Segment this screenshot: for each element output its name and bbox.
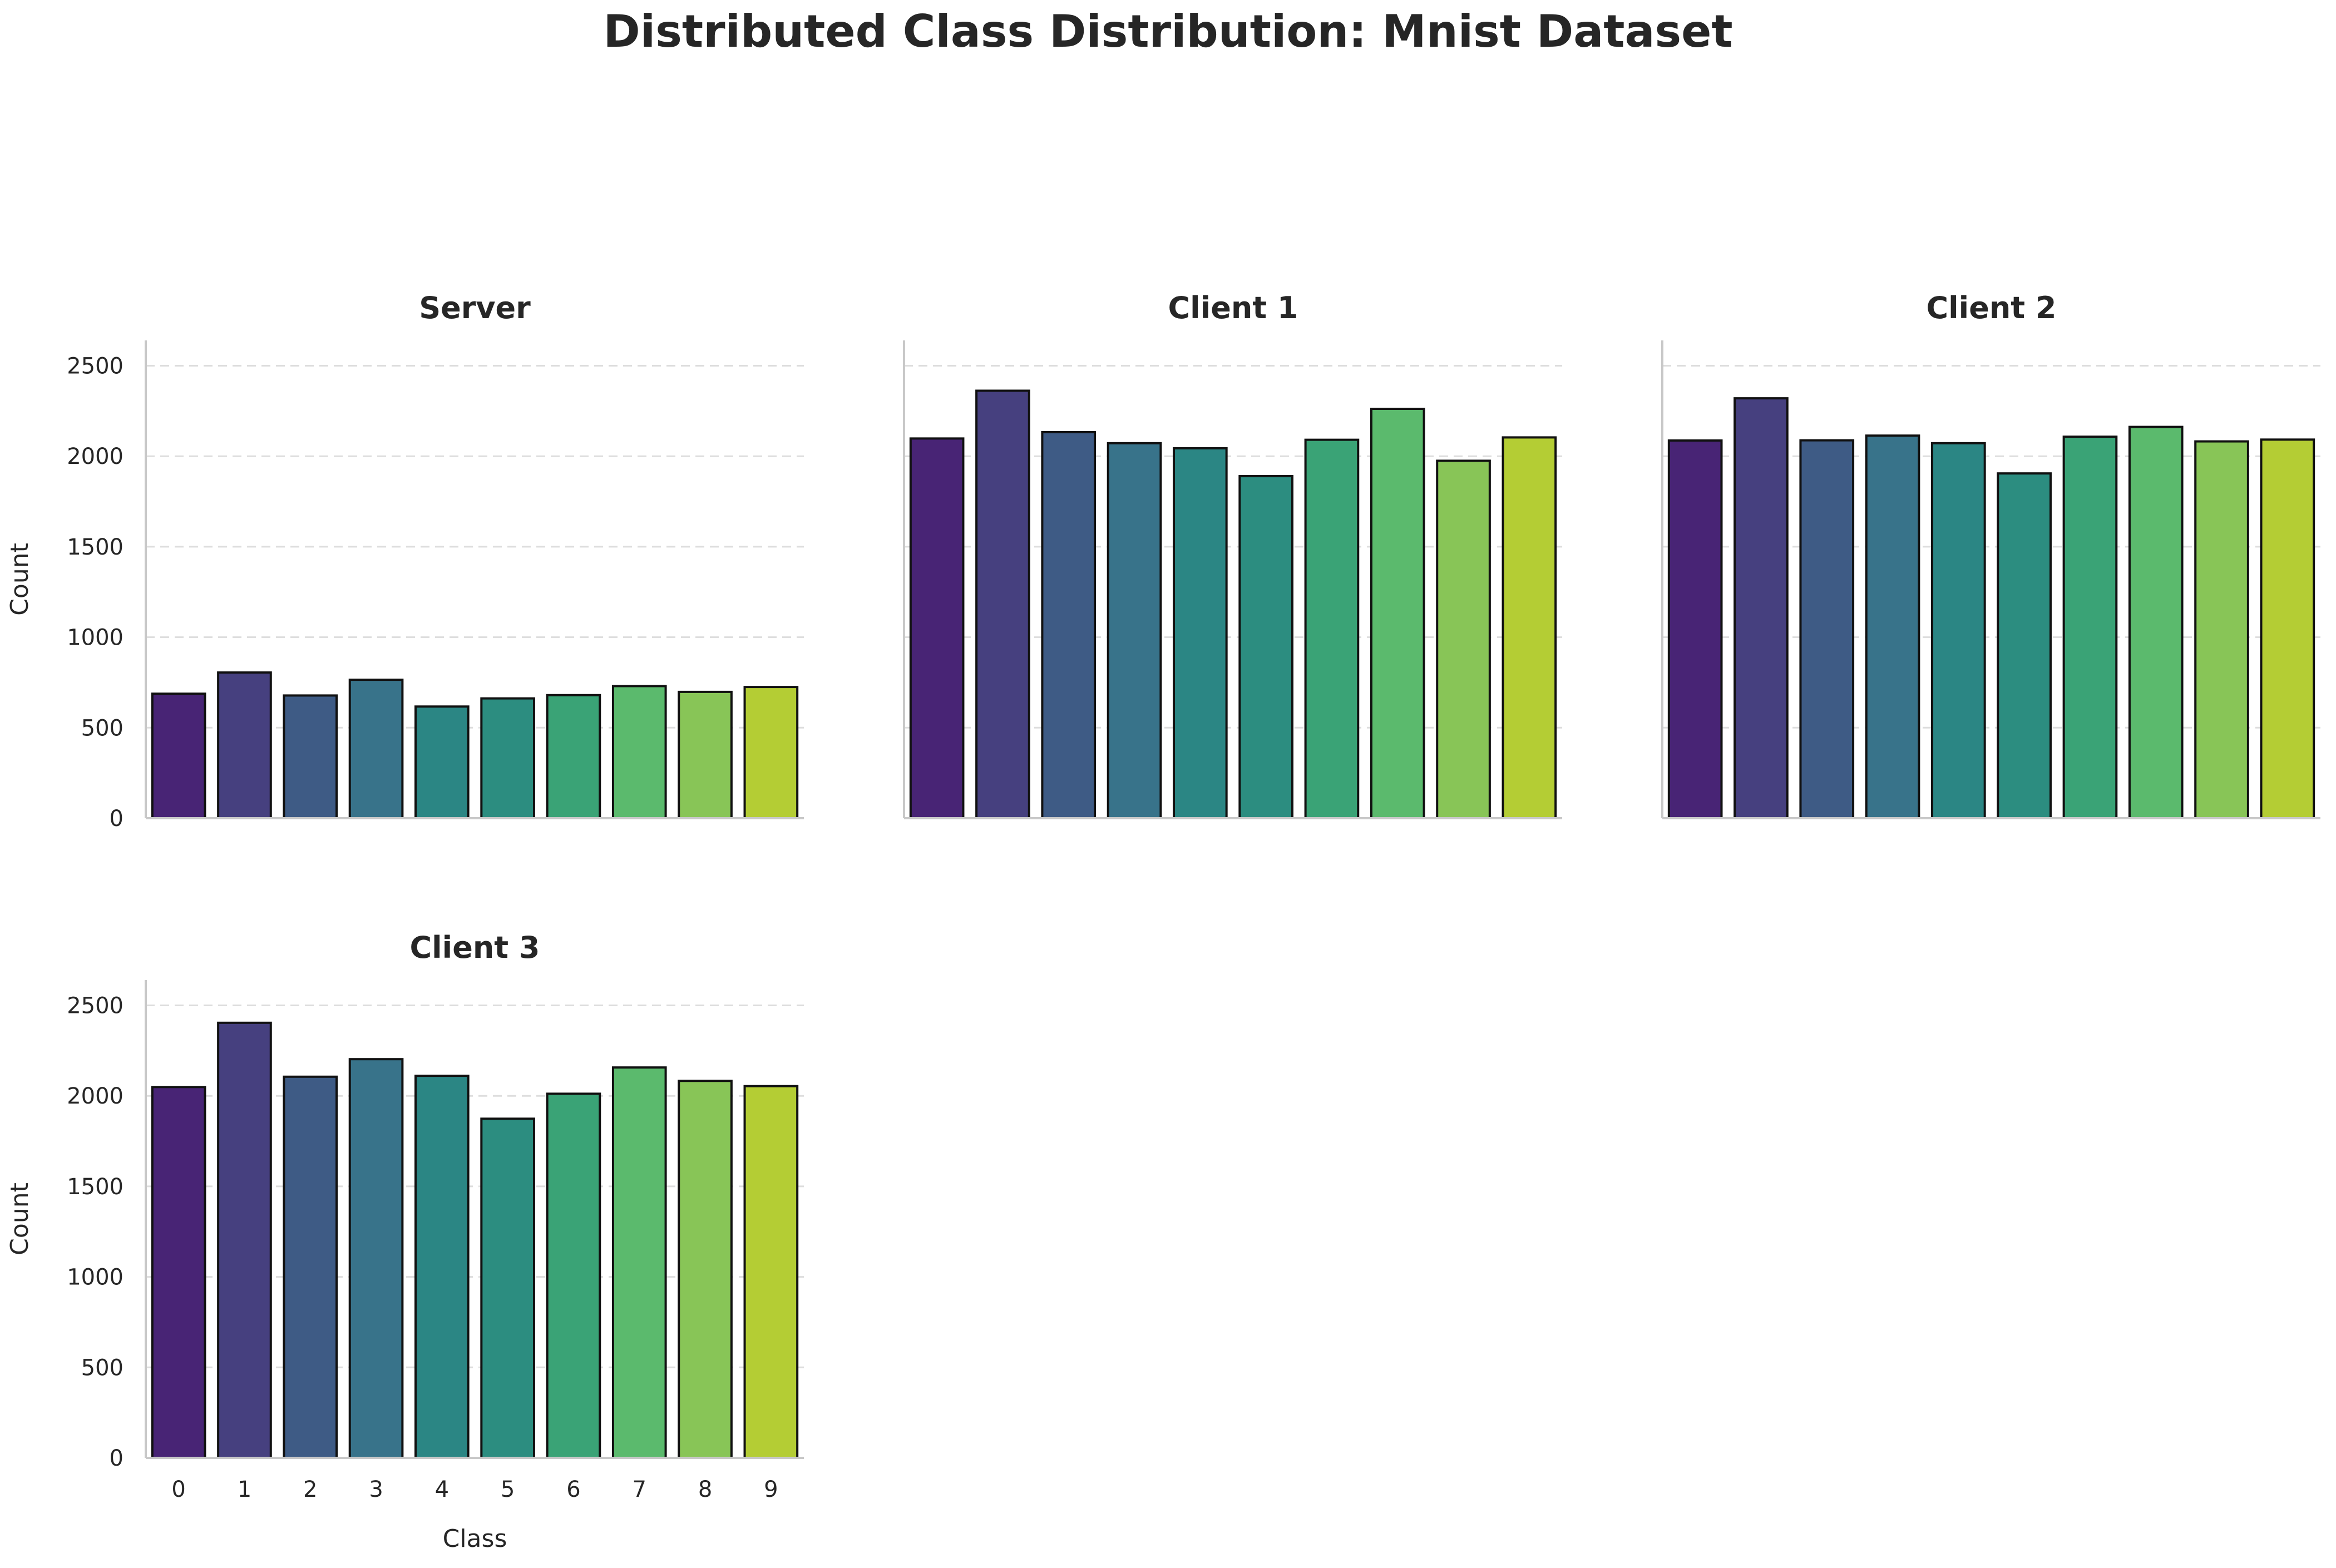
client-3-x-tick-label-7: 7: [633, 1477, 646, 1502]
client-1-bar-9: [1502, 436, 1557, 819]
client-3-bar-2: [283, 1075, 338, 1460]
client-2-panel-title: Client 2: [1927, 290, 2057, 325]
client-2-bar-1: [1734, 397, 1789, 819]
client-3-x-tick-label-2: 2: [303, 1477, 317, 1502]
client-3-x-tick-label-4: 4: [435, 1477, 449, 1502]
client-1-bar-0: [909, 437, 965, 819]
client-3-x-tick-label-5: 5: [501, 1477, 515, 1502]
client-2-bar-8: [2194, 440, 2249, 819]
server-panel-title: Server: [419, 290, 531, 325]
server-bar-2: [283, 694, 338, 819]
client-3-x-tick-label-3: 3: [369, 1477, 383, 1502]
client-3-bar-1: [217, 1021, 272, 1460]
server-y-tick-label-0: 0: [110, 806, 124, 832]
client-3-bar-0: [151, 1086, 206, 1459]
client-2-bar-7: [2128, 426, 2184, 819]
client-3-x-tick-label-8: 8: [698, 1477, 712, 1502]
client-3-y-tick-label-2000: 2000: [67, 1084, 124, 1109]
client-2-bar-6: [2062, 436, 2118, 819]
server-y-tick-label-2000: 2000: [67, 444, 124, 469]
chart-panel-server: Server 0 500 1000 1500 2000 2500 Count: [6, 290, 804, 832]
client-3-bar-3: [348, 1058, 404, 1459]
server-bar-3: [348, 679, 404, 819]
client-3-y-axis-label: Count: [6, 1183, 34, 1255]
client-1-bar-3: [1107, 442, 1162, 819]
server-bar-0: [151, 693, 206, 820]
server-y-axis-label: Count: [6, 543, 34, 616]
server-bar-4: [414, 705, 470, 820]
client-3-y-tick-label-0: 0: [110, 1446, 124, 1471]
client-1-panel-title: Client 1: [1168, 290, 1298, 325]
server-y-tick-label-500: 500: [81, 715, 124, 741]
client-3-x-tick-label-6: 6: [566, 1477, 580, 1502]
client-3-bar-4: [414, 1075, 470, 1459]
client-1-bar-2: [1041, 431, 1097, 819]
client-3-x-tick-label-1: 1: [238, 1477, 251, 1502]
client-1-bar-1: [975, 389, 1030, 819]
client-3-x-axis-label: Class: [443, 1525, 507, 1553]
client-1-bar-6: [1304, 438, 1360, 819]
client-3-y-tick-label-1000: 1000: [67, 1265, 124, 1290]
client-2-bar-0: [1667, 439, 1723, 819]
chart-panel-client-1: Client 1: [903, 290, 1562, 819]
client-2-bar-9: [2260, 438, 2315, 819]
client-3-bar-6: [546, 1092, 601, 1459]
chart-panel-client-2: Client 2: [1661, 290, 2320, 819]
client-3-bar-9: [743, 1085, 799, 1459]
server-bar-7: [611, 685, 667, 820]
client-1-bar-8: [1436, 459, 1491, 819]
client-3-bar-5: [480, 1117, 535, 1459]
client-3-y-tick-label-1500: 1500: [67, 1174, 124, 1200]
server-y-tick-label-1500: 1500: [67, 535, 124, 560]
client-3-x-tick-label-0: 0: [171, 1477, 185, 1502]
client-3-bar-7: [611, 1066, 667, 1459]
client-3-panel-title: Client 3: [410, 930, 540, 965]
client-1-bar-4: [1173, 447, 1228, 819]
client-1-bar-7: [1370, 407, 1425, 819]
client-2-bar-4: [1931, 442, 1986, 819]
server-bar-6: [546, 694, 601, 819]
client-2-bar-5: [1997, 472, 2052, 819]
client-1-bar-5: [1238, 475, 1293, 819]
chart-panel-client-3: Client 3 0 500 1000 1500 2000 2500 Count 0 1 2 3 4 5 6…: [6, 930, 804, 1553]
client-2-bar-3: [1865, 434, 1920, 819]
server-y-tick-label-1000: 1000: [67, 625, 124, 651]
figure-title: Distributed Class Distribution: Mnist Da…: [603, 6, 1733, 57]
server-bar-9: [743, 686, 799, 819]
client-2-bar-2: [1799, 439, 1855, 819]
server-bar-5: [480, 697, 535, 819]
client-3-y-tick-label-2500: 2500: [67, 993, 124, 1019]
client-3-bar-8: [678, 1080, 733, 1459]
server-bar-8: [678, 690, 733, 820]
server-y-tick-label-2500: 2500: [67, 354, 124, 379]
server-bar-1: [217, 671, 272, 819]
client-3-x-tick-label-9: 9: [764, 1477, 778, 1502]
client-3-y-tick-label-500: 500: [81, 1355, 124, 1381]
